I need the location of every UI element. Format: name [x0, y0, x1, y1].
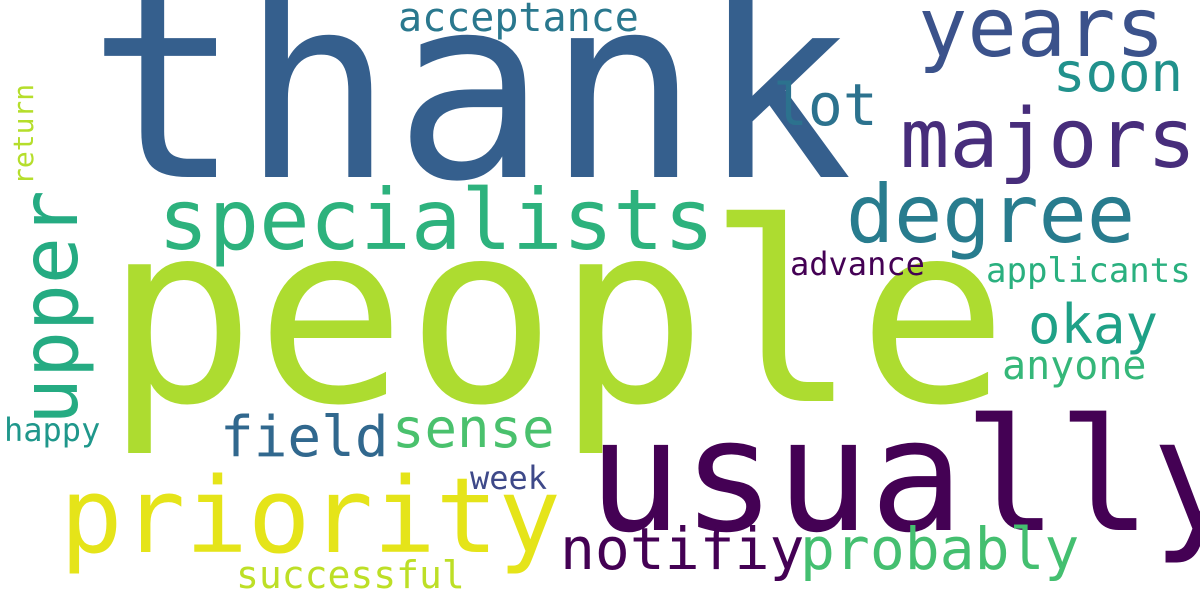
word-majors: majors — [900, 92, 1197, 187]
word-advance: advance — [790, 245, 925, 283]
word-thank: thank — [88, 0, 853, 237]
word-acceptance: acceptance — [398, 0, 639, 41]
word-applicants: applicants — [986, 251, 1191, 291]
word-usually: usually — [588, 385, 1200, 567]
word-degree: degree — [846, 168, 1135, 261]
word-week: week — [470, 459, 548, 497]
word-sense: sense — [392, 397, 555, 460]
word-okay: okay — [1028, 293, 1159, 356]
word-successful: successful — [236, 553, 465, 597]
word-priority: priority — [60, 455, 561, 577]
word-soon: soon — [1053, 41, 1184, 104]
word-field: field — [220, 405, 389, 470]
word-probably: probably — [800, 515, 1080, 583]
word-years: years — [918, 0, 1165, 76]
word-specialists: specialists — [158, 171, 715, 269]
word-return: return — [7, 83, 40, 185]
word-happy: happy — [4, 411, 101, 449]
word-notifiy: notifiy — [560, 515, 805, 583]
word-upper: upper — [6, 190, 96, 425]
word-lot: lot — [773, 71, 878, 139]
word-people: people — [105, 169, 1009, 460]
word-anyone: anyone — [1002, 343, 1147, 389]
